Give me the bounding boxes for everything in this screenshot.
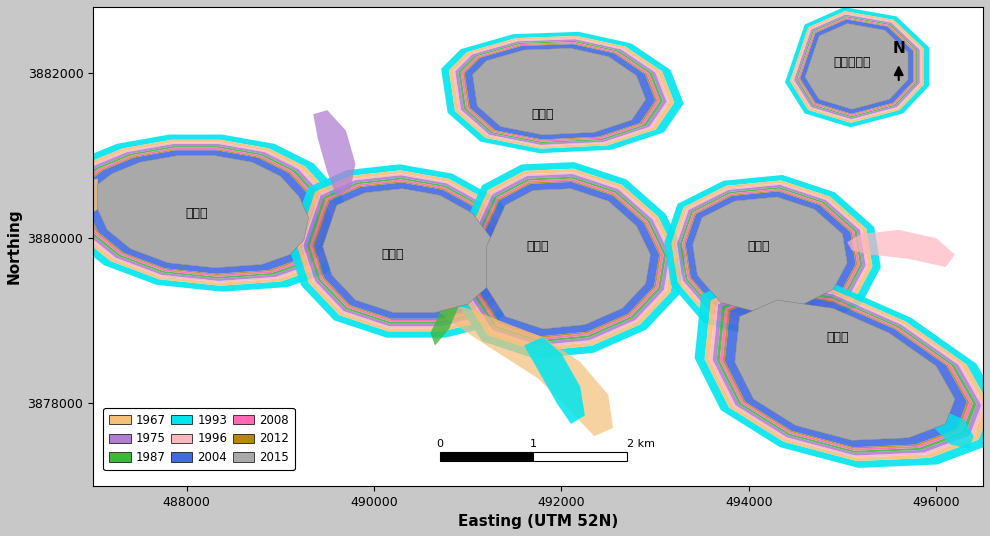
Text: 백합등: 백합등 [747, 240, 769, 253]
Polygon shape [735, 300, 955, 441]
Polygon shape [477, 181, 661, 338]
Polygon shape [475, 178, 663, 340]
Polygon shape [472, 48, 645, 135]
Polygon shape [680, 187, 862, 323]
Polygon shape [456, 162, 685, 359]
Polygon shape [790, 11, 924, 123]
Text: 장자도: 장자도 [527, 240, 549, 253]
Polygon shape [440, 304, 613, 436]
X-axis label: Easting (UTM 52N): Easting (UTM 52N) [458, 514, 618, 529]
Polygon shape [460, 42, 660, 142]
Polygon shape [68, 140, 342, 286]
Polygon shape [463, 169, 677, 351]
Polygon shape [713, 284, 981, 456]
Polygon shape [80, 146, 329, 279]
Polygon shape [725, 293, 967, 447]
Polygon shape [464, 44, 655, 139]
Polygon shape [800, 19, 914, 114]
Polygon shape [847, 230, 955, 267]
Polygon shape [323, 189, 496, 312]
Polygon shape [684, 190, 857, 319]
Polygon shape [720, 289, 973, 451]
Polygon shape [473, 177, 666, 343]
Text: 진우도: 진우도 [185, 207, 207, 220]
Legend: 1967, 1975, 1987, 1993, 1996, 2004, 2008, 2012, 2015: 1967, 1975, 1987, 1993, 1996, 2004, 2008… [103, 408, 295, 470]
Polygon shape [452, 38, 669, 146]
Polygon shape [935, 412, 974, 449]
Polygon shape [805, 24, 908, 109]
Text: 0: 0 [437, 438, 444, 449]
Polygon shape [301, 173, 518, 328]
Text: 2 km: 2 km [627, 438, 655, 449]
Polygon shape [76, 144, 333, 281]
Bar [440, 452, 534, 461]
Polygon shape [785, 7, 930, 128]
Polygon shape [695, 271, 990, 468]
Polygon shape [458, 41, 663, 143]
Polygon shape [442, 32, 684, 153]
Polygon shape [312, 181, 506, 320]
Polygon shape [431, 230, 477, 345]
Polygon shape [304, 175, 515, 326]
Polygon shape [86, 149, 322, 275]
Polygon shape [463, 43, 657, 140]
Polygon shape [479, 182, 659, 336]
Polygon shape [686, 191, 855, 318]
Polygon shape [682, 189, 859, 322]
Polygon shape [664, 175, 881, 337]
Polygon shape [796, 16, 918, 117]
Text: 맹금머리등: 맹금머리등 [834, 56, 870, 69]
Polygon shape [799, 19, 915, 115]
Text: 대마등: 대마등 [532, 108, 554, 121]
Polygon shape [313, 110, 355, 197]
Polygon shape [98, 155, 309, 268]
Polygon shape [467, 172, 672, 347]
Polygon shape [677, 185, 865, 326]
Polygon shape [73, 143, 337, 283]
Polygon shape [310, 180, 509, 322]
Polygon shape [58, 135, 353, 292]
Polygon shape [524, 337, 585, 424]
Polygon shape [675, 183, 868, 327]
Polygon shape [83, 147, 326, 277]
Polygon shape [307, 177, 512, 324]
Polygon shape [710, 282, 985, 458]
Polygon shape [448, 36, 674, 148]
Polygon shape [717, 287, 976, 453]
Polygon shape [693, 197, 847, 312]
Polygon shape [288, 165, 531, 338]
Polygon shape [705, 279, 990, 461]
Polygon shape [455, 39, 666, 145]
Polygon shape [723, 292, 969, 449]
Polygon shape [88, 150, 320, 274]
Y-axis label: Northing: Northing [7, 209, 22, 284]
Text: 신자도: 신자도 [381, 248, 404, 261]
Bar [534, 452, 627, 461]
Polygon shape [486, 189, 650, 329]
Polygon shape [793, 13, 922, 121]
Polygon shape [297, 170, 522, 331]
Text: 도요등: 도요등 [827, 331, 849, 344]
Polygon shape [794, 14, 920, 119]
Polygon shape [798, 17, 916, 116]
Polygon shape [469, 174, 669, 345]
Polygon shape [65, 178, 98, 221]
Polygon shape [671, 181, 872, 331]
Text: N: N [892, 41, 905, 56]
Polygon shape [314, 182, 505, 319]
Text: 1: 1 [530, 438, 537, 449]
